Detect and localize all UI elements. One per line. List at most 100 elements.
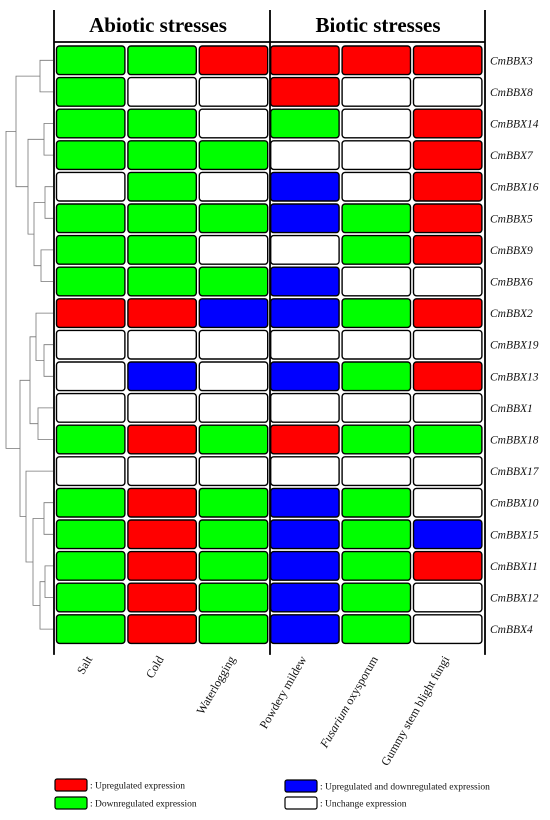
heatmap-cell: [412, 582, 483, 613]
gene-label: CmBBX14: [490, 119, 539, 131]
legend-label: : Unchange expression: [320, 800, 407, 810]
heatmap-cell: [127, 45, 198, 76]
legend-swatch: [54, 796, 88, 810]
condition-label: Gummy stem blight fungi: [378, 653, 453, 768]
heatmap-cell: [412, 550, 483, 581]
gene-label: CmBBX8: [490, 87, 533, 99]
heatmap-cell: [198, 329, 269, 360]
heatmap-cell: [127, 234, 198, 265]
heatmap-cell: [127, 456, 198, 487]
heatmap-cell: [270, 456, 340, 487]
heatmap-cell: [55, 171, 126, 202]
heatmap-cell: [341, 140, 412, 171]
dendrogram-branch: [25, 470, 53, 563]
heatmap-cell: [55, 456, 126, 487]
heatmap-cell: [127, 171, 198, 202]
condition-labels: Salt Cold Waterlogging Powdery mildew Fusari…: [74, 653, 453, 768]
heatmap-cell: [55, 140, 126, 171]
condition-label: Salt: [74, 653, 96, 677]
heatmap-cell: [55, 76, 126, 107]
heatmap-cell: [341, 298, 412, 329]
heatmap-cell: [198, 298, 269, 329]
heatmap-cell: [412, 234, 483, 265]
heatmap-cell: [341, 108, 412, 139]
heatmap-cell: [270, 424, 340, 455]
heatmap-cell: [341, 234, 412, 265]
group-header-biotic: Biotic stresses: [315, 13, 440, 37]
heatmap-cell: [412, 392, 483, 423]
heatmap-cell: [198, 140, 269, 171]
heatmap-cell: [55, 582, 126, 613]
condition-label: Fusarium oxysporum: [316, 653, 381, 751]
heatmap-cell: [341, 76, 412, 107]
heatmap-cell: [412, 361, 483, 392]
heatmap-cell: [341, 519, 412, 550]
heatmap-cell: [55, 424, 126, 455]
gene-label: CmBBX5: [490, 213, 533, 225]
dendrogram-branch: [37, 407, 53, 440]
condition-label: Cold: [143, 653, 167, 680]
heatmap-cell: [270, 582, 340, 613]
gene-label: CmBBX7: [490, 150, 534, 162]
heatmap-cell: [270, 329, 340, 360]
gene-labels: CmBBX3 CmBBX8 CmBBX14 CmBBX7 CmBBX16 CmBBX5 Cm…: [490, 55, 540, 636]
heatmap-cell: [127, 550, 198, 581]
heatmap-cell: [412, 519, 483, 550]
gene-label: CmBBX12: [490, 593, 539, 605]
heatmap-cell: [412, 140, 483, 171]
heatmap-cell: [412, 45, 483, 76]
heatmap-cell: [198, 456, 269, 487]
heatmap-cell: [270, 108, 340, 139]
heatmap-cell: [55, 614, 126, 645]
heatmap-cell: [55, 108, 126, 139]
gene-label: CmBBX3: [490, 55, 533, 67]
heatmap-cell: [412, 298, 483, 329]
heatmap-cell: [270, 614, 340, 645]
heatmap-cell: [412, 171, 483, 202]
heatmap-cell: [270, 266, 340, 297]
heatmap-cell: [412, 329, 483, 360]
heatmap-cell: [270, 76, 340, 107]
heatmap-cell: [270, 392, 340, 423]
heatmap-cell: [270, 361, 340, 392]
heatmap-cell: [198, 234, 269, 265]
heatmap-cell: [127, 298, 198, 329]
heatmap-cell: [341, 45, 412, 76]
heatmap-cell: [198, 108, 269, 139]
heatmap-cell: [341, 171, 412, 202]
legend-swatch: [284, 796, 318, 810]
heatmap-cell: [198, 361, 269, 392]
heatmap-cell: [127, 76, 198, 107]
heatmap-cell: [127, 614, 198, 645]
heatmap-cell: [412, 456, 483, 487]
heatmap-cell: [270, 519, 340, 550]
heatmap-cell: [55, 519, 126, 550]
heatmap-cell: [412, 266, 483, 297]
dendrogram-branch: [39, 59, 53, 93]
heatmap-cell: [341, 392, 412, 423]
heatmap-cell: [341, 456, 412, 487]
heatmap-cell: [341, 614, 412, 645]
heatmap-cell: [127, 329, 198, 360]
group-header-abiotic: Abiotic stresses: [89, 13, 227, 37]
dendrogram-branch: [43, 344, 53, 377]
heatmap-cell: [127, 203, 198, 234]
dendrogram-branch: [40, 249, 53, 282]
heatmap-cell: [198, 582, 269, 613]
heatmap-cell: [198, 614, 269, 645]
legend-swatch: [284, 779, 318, 793]
heatmap-cell: [341, 329, 412, 360]
heatmap-cell: [198, 45, 269, 76]
legend-label: : Upregulated expression: [90, 782, 185, 792]
gene-label: CmBBX19: [490, 340, 539, 352]
gene-label: CmBBX9: [490, 245, 533, 257]
condition-label: Waterlogging: [193, 653, 238, 716]
heatmap-cell: [270, 234, 340, 265]
heatmap-cell: [341, 487, 412, 518]
heatmap-cell: [270, 140, 340, 171]
heatmap-cell: [127, 487, 198, 518]
row-dendrogram: [5, 59, 53, 630]
heatmap-cell: [341, 550, 412, 581]
heatmap-cell: [198, 203, 269, 234]
